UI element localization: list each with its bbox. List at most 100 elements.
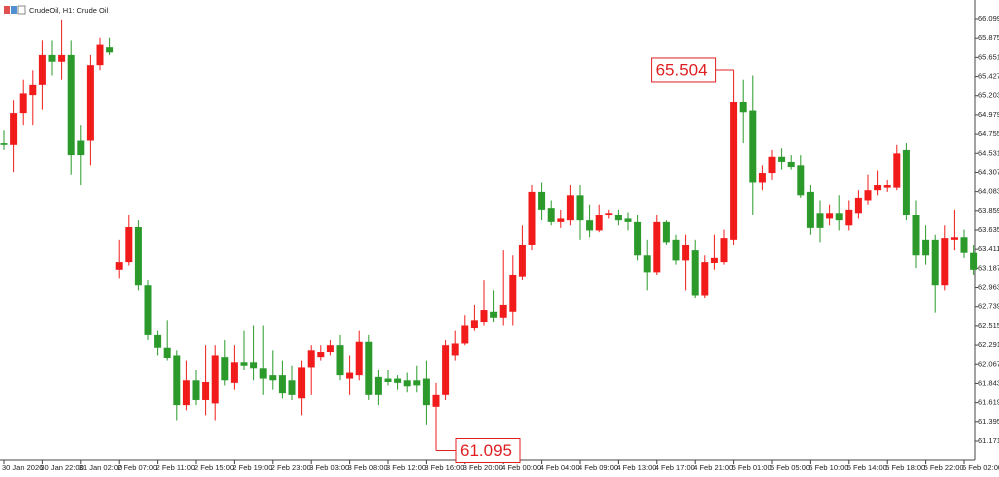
x-tick-label: 4 Feb 09:00 [578,463,618,472]
candle-body [749,110,757,183]
x-tick-label: 5 Feb 10:00 [808,463,848,472]
candle-body [240,362,248,366]
y-tick-label: 63.411 [978,244,999,253]
candle-body [365,341,373,395]
candle-body [883,185,891,188]
x-tick-label: 2 Feb 11:00 [156,463,195,472]
candle-body [806,191,814,228]
candle-body [403,380,411,387]
candle-body [202,381,210,400]
x-tick-label: 30 Jan 22:00 [40,463,83,472]
candle-body [29,84,37,96]
x-tick-label: 4 Feb 13:00 [616,463,656,472]
candle-body [557,218,565,222]
x-tick-label: 5 Feb 05:00 [770,463,810,472]
annotation-label: 65.504 [656,60,708,79]
candle-body [538,191,546,210]
candle-body [797,165,805,196]
y-tick-label: 64.531 [978,148,999,157]
candle-body [230,362,238,383]
candle-body [730,101,738,240]
y-tick-label: 65.651 [978,52,999,61]
candle-body [950,237,958,240]
y-tick-label: 64.307 [978,167,999,176]
candle-body [394,378,402,383]
candle-body [634,221,642,256]
candle-body [134,227,142,286]
candle-body [192,380,200,400]
y-tick-label: 64.755 [978,129,999,138]
candle-body [163,347,171,359]
candle-body [77,140,85,156]
x-tick-label: 5 Feb 01:00 [732,463,772,472]
candle-body [307,350,315,368]
annotation-label: 61.095 [460,441,512,460]
annotation-box [651,57,717,83]
candle-body [547,208,555,222]
y-tick-label: 63.635 [978,225,999,234]
x-tick-label: 3 Feb 16:00 [424,463,464,472]
y-tick-label: 66.099 [978,14,999,23]
candle-body [854,197,862,214]
candle-body [643,255,651,273]
y-tick-label: 62.515 [978,321,999,330]
candle-body [970,252,978,270]
candle-body [595,215,603,231]
x-tick-label: 31 Jan 02:00 [79,463,122,472]
candle-body [115,262,123,270]
candle-body [499,304,507,318]
candle-body [106,47,114,53]
candle-body [826,213,834,219]
candle-body [336,345,344,376]
y-tick-label: 61.619 [978,398,999,407]
candle-body [960,237,968,253]
candle-body [19,93,27,114]
x-tick-label: 4 Feb 17:00 [655,463,695,472]
x-tick-label: 3 Feb 12:00 [386,463,426,472]
candle-body [874,185,882,191]
y-tick-label: 61.395 [978,417,999,426]
y-tick-label: 62.067 [978,359,999,368]
candle-body [182,380,190,406]
y-tick-label: 65.875 [978,33,999,42]
y-tick-label: 63.859 [978,206,999,215]
x-tick-label: 3 Feb 08:00 [348,463,388,472]
x-tick-label: 4 Feb 21:00 [693,463,733,472]
candle-body [480,310,488,323]
candle-body [902,149,910,216]
x-tick-label: 5 Feb 22:00 [924,463,964,472]
candle-body [96,44,104,66]
x-tick-label: 2 Feb 15:00 [194,463,234,472]
candle-body [576,195,584,221]
x-tick-label: 2 Feb 07:00 [117,463,157,472]
x-tick-label: 6 Feb 02:00 [962,463,999,472]
x-tick-label: 5 Feb 14:00 [847,463,887,472]
candle-body [269,375,277,381]
candle-body [835,213,843,221]
candle-body [58,54,66,62]
candle-body [778,156,786,162]
y-tick-label: 61.171 [978,436,999,445]
candle-body [86,65,94,141]
candle-body [326,345,334,353]
candle-body [662,221,670,243]
candle-body [48,54,56,62]
candle-body [739,101,747,113]
x-tick-label: 30 Jan 2026 [2,463,43,472]
candle-body [38,54,46,85]
y-tick-label: 65.427 [978,72,999,81]
candle-body [154,334,162,348]
candle-body [691,250,699,296]
y-tick-label: 64.979 [978,110,999,119]
y-tick-label: 62.963 [978,283,999,292]
candle-body [288,380,296,395]
candle-body [864,190,872,201]
x-tick-label: 2 Feb 19:00 [232,463,272,472]
candle-body [173,355,181,406]
x-tick-label: 2 Feb 23:00 [271,463,311,472]
candle-body [490,311,498,318]
x-tick-label: 5 Feb 18:00 [885,463,925,472]
x-tick-label: 4 Feb 04:00 [540,463,580,472]
candle-body [317,352,325,358]
